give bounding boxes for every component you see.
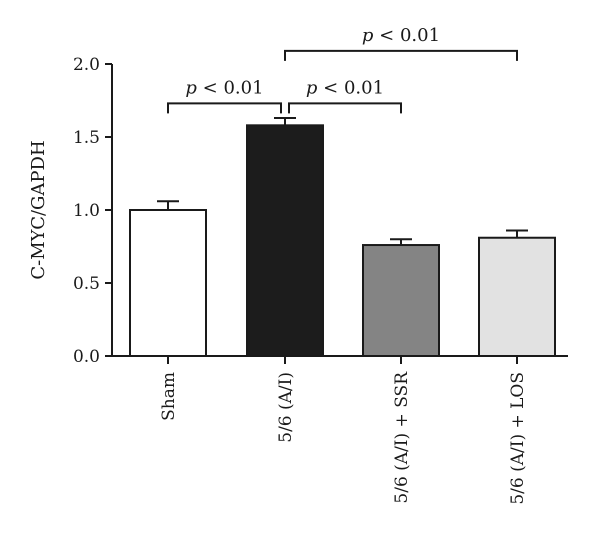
- significance-brackets-group: p < 0.01 p < 0.01 p < 0.01: [167, 25, 518, 114]
- x-category-label: 5/6 (A/I) + LOS: [508, 372, 528, 505]
- error-bar-3: [390, 238, 412, 246]
- significance-bracket-2: p < 0.01: [288, 77, 402, 114]
- x-category-label: Sham: [159, 372, 179, 421]
- axes-group: 0.0 0.5 1.0 1.5 2.0 Sham 5/6 (A/I) 5/6 (A/I) + …: [73, 55, 568, 505]
- error-bars-group: [157, 117, 528, 246]
- significance-label: p < 0.01: [306, 77, 384, 98]
- y-tick-label: 0.5: [73, 274, 100, 294]
- y-tick-label: 2.0: [73, 55, 100, 75]
- error-bar-4: [506, 229, 528, 238]
- bar-1: [129, 209, 207, 357]
- error-bar-2: [274, 117, 296, 126]
- significance-label: p < 0.01: [185, 77, 263, 98]
- bars-group: [129, 124, 556, 358]
- x-category-label: 5/6 (A/I) + SSR: [392, 371, 412, 504]
- bar-3: [362, 244, 440, 357]
- y-tick-label: 0.0: [73, 347, 100, 367]
- y-tick-label: 1.0: [73, 201, 100, 221]
- significance-bracket-1: p < 0.01: [167, 77, 282, 114]
- error-bar-1: [157, 200, 179, 210]
- y-axis-label: C-MYC/GAPDH: [28, 140, 49, 279]
- significance-label: p < 0.01: [362, 25, 440, 46]
- bar-2: [246, 124, 324, 357]
- bar-4: [478, 236, 556, 358]
- y-tick-label: 1.5: [73, 128, 100, 148]
- significance-bracket-3: p < 0.01: [284, 25, 518, 61]
- x-category-label: 5/6 (A/I): [276, 372, 296, 443]
